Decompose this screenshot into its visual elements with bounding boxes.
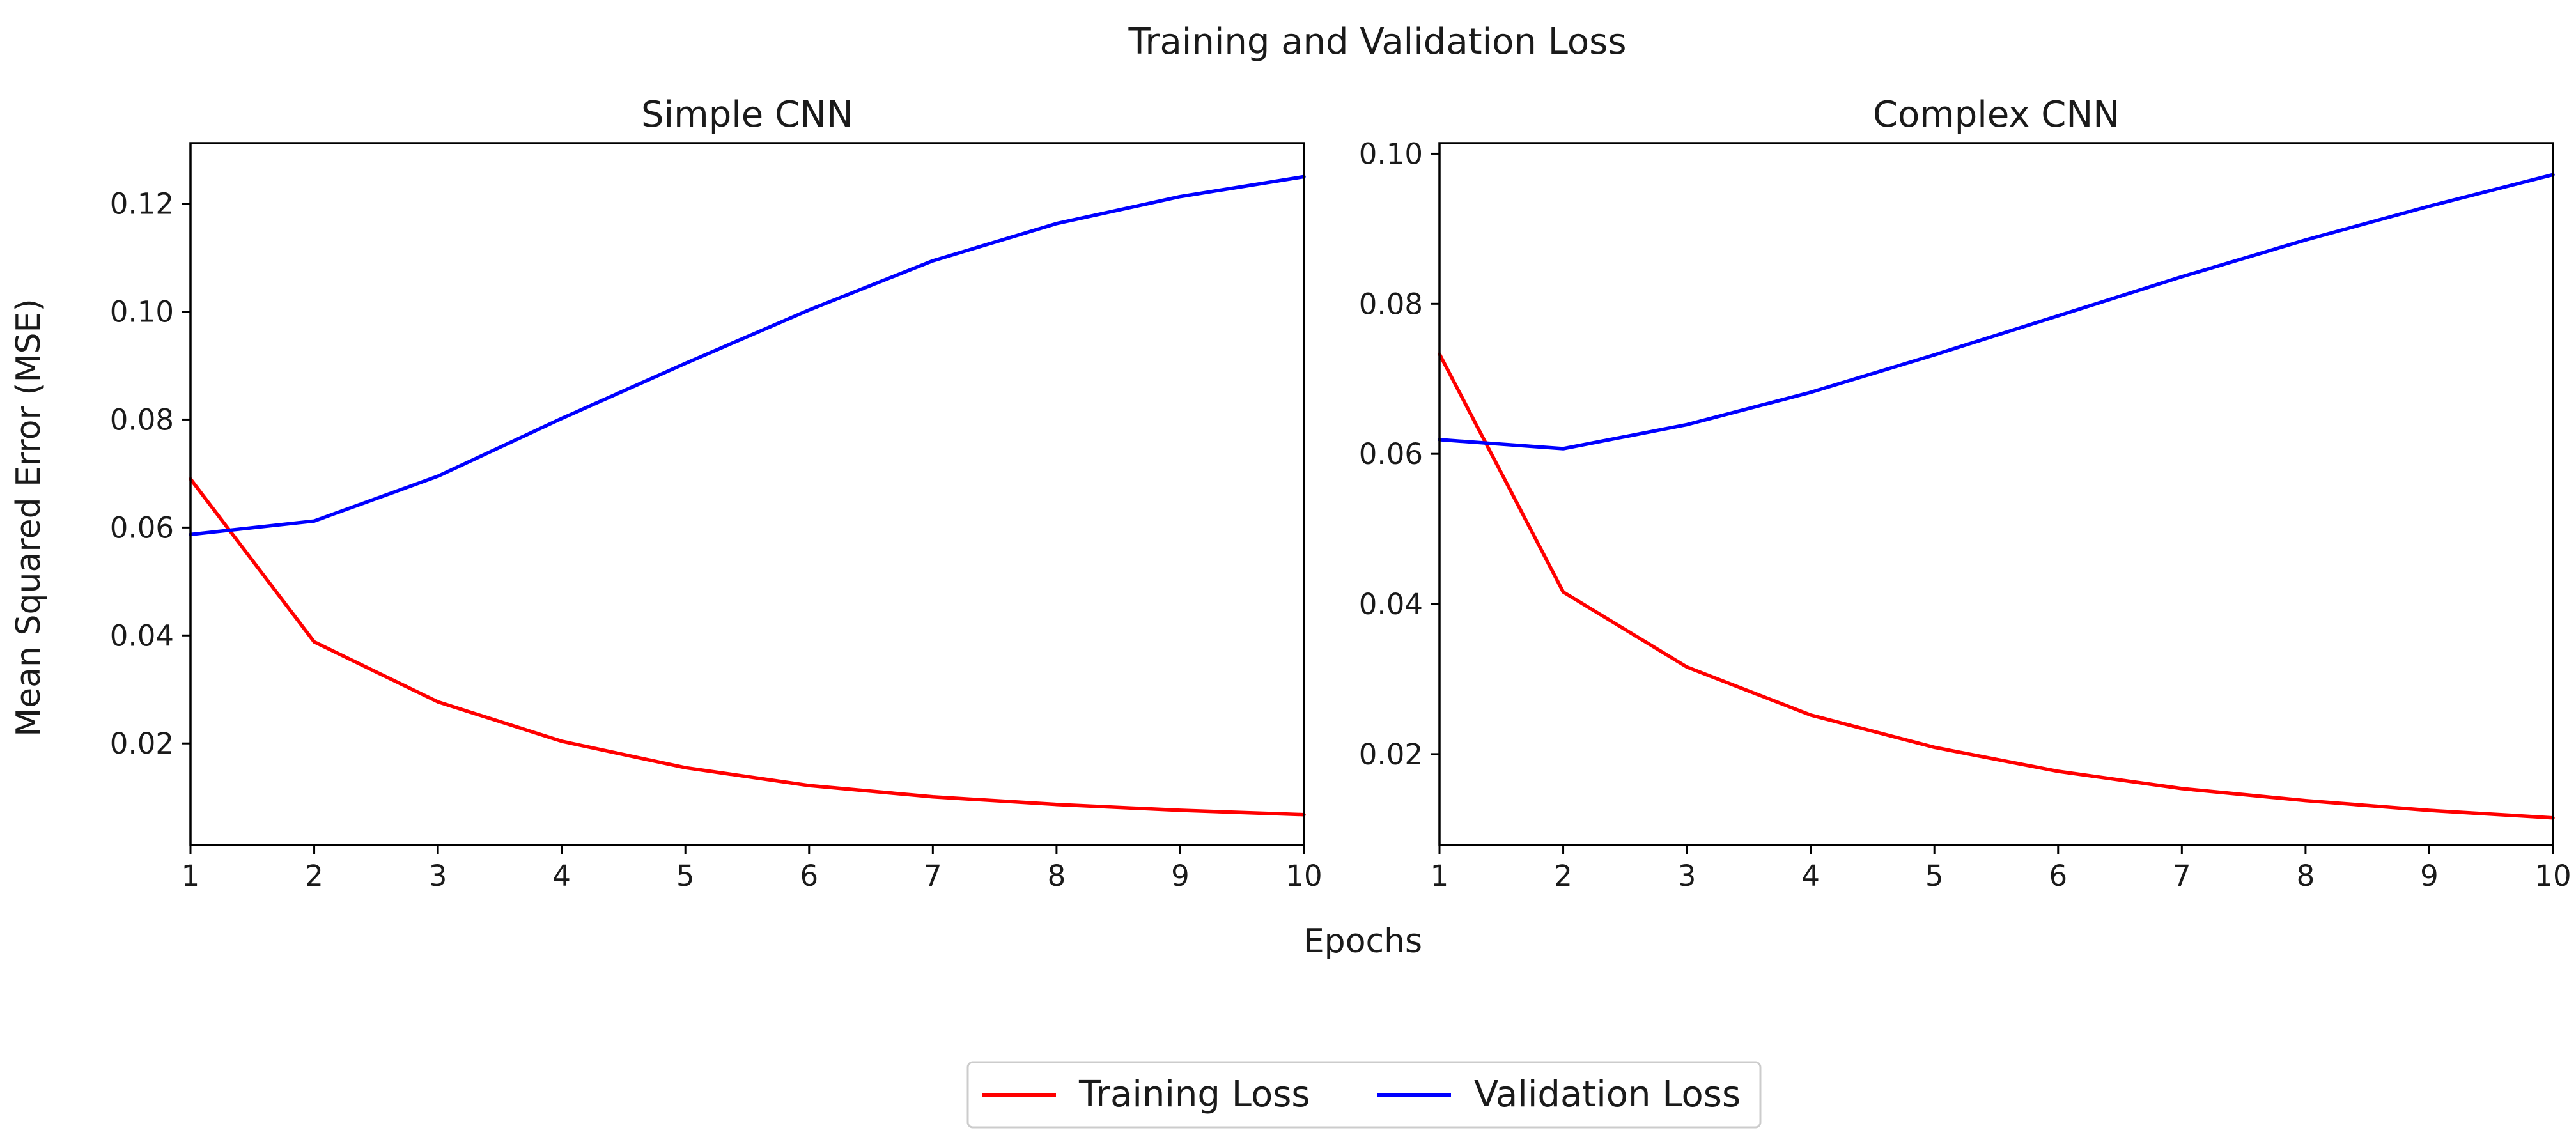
series-line-validation-loss-simple-cnn (189, 174, 1306, 537)
x-tick-label: 4 (1801, 859, 1820, 893)
series-line-training-loss-simple-cnn (189, 477, 1306, 817)
subplot-simple-cnn: Simple CNN 1 2 3 4 5 6 7 8 9 10 0.02 0.04 0.06 0.08 0.1… (110, 94, 1323, 893)
y-tick-label: 0.08 (1359, 287, 1423, 321)
series-line-training-loss-complex-cnn (1438, 352, 2555, 820)
subplot-complex-cnn: Complex CNN 1 2 3 4 5 6 7 8 9 10 0.02 0.04 0.06 0.08 0.… (1359, 94, 2572, 893)
x-tick-label: 2 (305, 859, 323, 893)
y-tick-label: 0.02 (110, 727, 174, 761)
x-tick-label: 7 (924, 859, 942, 893)
subplot-title-simple-cnn: Simple CNN (641, 94, 853, 135)
y-tick-label: 0.10 (110, 295, 174, 329)
x-tick-label: 3 (1678, 859, 1696, 893)
x-tick-label: 10 (2534, 859, 2571, 893)
axes-frame-complex-cnn (1438, 142, 2554, 846)
series-line-validation-loss-complex-cnn (1438, 173, 2555, 451)
x-tick-label: 7 (2173, 859, 2191, 893)
x-tick-label: 4 (552, 859, 571, 893)
legend-frame (966, 1061, 1762, 1129)
x-tick-label: 8 (1048, 859, 1066, 893)
y-tick-label: 0.04 (1359, 587, 1423, 621)
x-tick-label: 6 (800, 859, 818, 893)
legend-label-training-loss: Training Loss (1078, 1074, 1310, 1115)
x-axis-label: Epochs (1303, 922, 1422, 961)
x-tick-label: 10 (1285, 859, 1322, 893)
y-tick-label: 0.08 (110, 403, 174, 437)
axes-frame-simple-cnn (189, 142, 1305, 846)
x-tick-label: 6 (2049, 859, 2067, 893)
x-tick-label: 9 (2420, 859, 2439, 893)
x-tick-label: 3 (429, 859, 447, 893)
x-tick-label: 9 (1171, 859, 1190, 893)
y-tick-label: 0.06 (110, 511, 174, 545)
legend: Training Loss Validation Loss (966, 1061, 1762, 1129)
y-tick-label: 0.04 (110, 619, 174, 653)
y-tick-label: 0.06 (1359, 437, 1423, 471)
x-tick-label: 5 (1925, 859, 1944, 893)
x-tick-label: 8 (2297, 859, 2315, 893)
subplot-title-complex-cnn: Complex CNN (1873, 94, 2120, 135)
subplots: Simple CNN 1 2 3 4 5 6 7 8 9 10 0.02 0.04 0.06 0.08 0.1… (110, 94, 2572, 893)
y-tick-label: 0.02 (1359, 738, 1423, 771)
y-tick-label: 0.12 (110, 187, 174, 221)
x-tick-label: 2 (1554, 859, 1572, 893)
y-axis-label: Mean Squared Error (MSE) (10, 298, 48, 736)
x-tick-label: 5 (676, 859, 695, 893)
x-tick-label: 1 (182, 859, 200, 893)
y-tick-label: 0.10 (1359, 137, 1423, 171)
legend-label-validation-loss: Validation Loss (1474, 1074, 1741, 1115)
x-tick-label: 1 (1431, 859, 1449, 893)
figure-title: Training and Validation Loss (1128, 21, 1626, 63)
